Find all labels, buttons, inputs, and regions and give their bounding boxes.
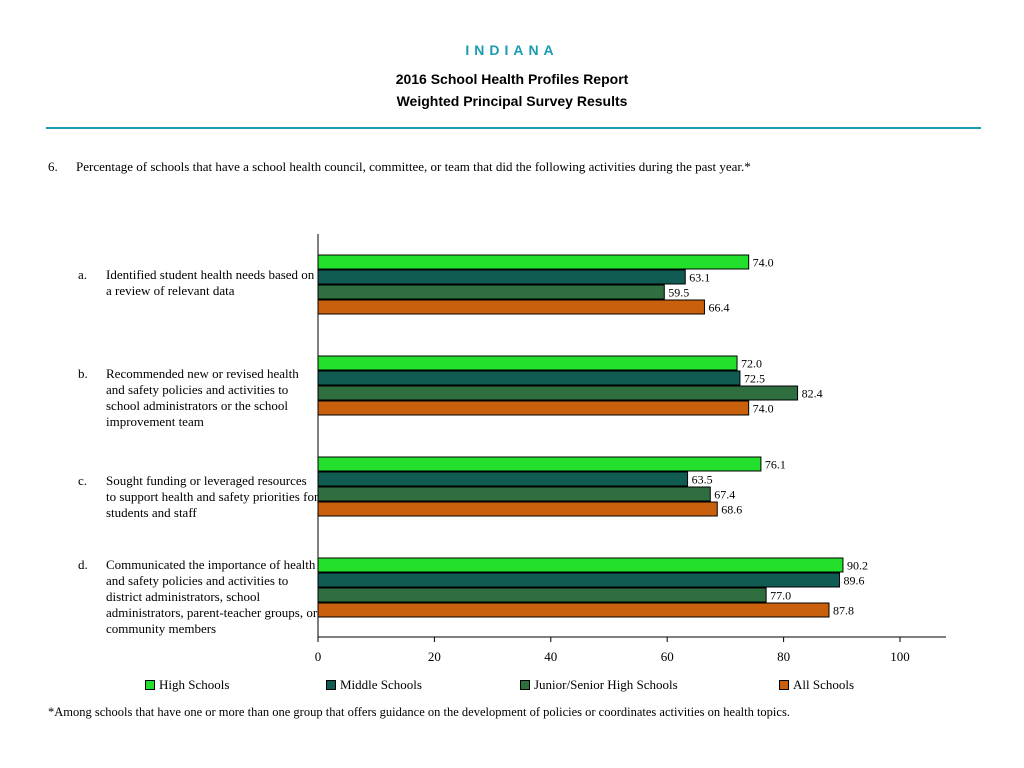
bar — [317, 284, 665, 300]
category-letter: d. — [78, 557, 88, 572]
x-tick-label: 0 — [315, 649, 322, 664]
data-label: 89.6 — [843, 574, 864, 588]
report-title: 2016 School Health Profiles Report — [395, 71, 629, 87]
bar — [317, 269, 686, 285]
data-label: 90.2 — [847, 559, 868, 573]
data-label: 77.0 — [770, 589, 791, 603]
state-name: INDIANA — [465, 42, 559, 58]
bar — [317, 254, 750, 270]
data-label: 59.5 — [668, 286, 689, 300]
data-label: 87.8 — [833, 604, 854, 618]
category-label: Sought funding or leveraged resources to… — [106, 473, 319, 520]
bar — [317, 456, 762, 472]
data-label: 72.5 — [744, 372, 765, 386]
data-label: 72.0 — [741, 357, 762, 371]
data-label: 68.6 — [721, 503, 742, 517]
data-label: 74.0 — [753, 402, 774, 416]
data-label: 74.0 — [753, 256, 774, 270]
legend-swatch — [145, 680, 155, 690]
question-text: Percentage of schools that have a school… — [76, 159, 751, 174]
data-label: 82.4 — [802, 387, 823, 401]
legend-label: Junior/Senior High Schools — [534, 677, 678, 692]
data-label: 66.4 — [708, 301, 729, 315]
data-label: 76.1 — [765, 458, 786, 472]
bar — [317, 602, 830, 618]
legend-swatch — [779, 680, 789, 690]
footnote: *Among schools that have one or more tha… — [48, 705, 790, 719]
bar — [317, 355, 738, 371]
category-label: Identified student health needs based on… — [106, 267, 315, 298]
legend-label: High Schools — [159, 677, 230, 692]
category-letter: a. — [78, 267, 88, 282]
x-tick-label: 40 — [544, 649, 557, 664]
category-label: Recommended new or revised health and sa… — [106, 366, 299, 429]
legend-swatch — [520, 680, 530, 690]
report-subtitle: Weighted Principal Survey Results — [396, 93, 628, 109]
category-letter: c. — [78, 473, 88, 488]
category-letter: b. — [78, 366, 88, 381]
x-tick-label: 80 — [777, 649, 790, 664]
bar — [317, 557, 844, 573]
legend-label: All Schools — [793, 677, 855, 692]
x-tick-label: 60 — [661, 649, 674, 664]
data-label: 67.4 — [714, 488, 735, 502]
bar — [317, 400, 750, 416]
bar — [317, 471, 689, 487]
bar — [317, 501, 718, 517]
bar — [317, 572, 840, 588]
header-divider — [46, 127, 981, 129]
x-tick-label: 20 — [428, 649, 441, 664]
legend-swatch — [326, 680, 336, 690]
question-number: 6. — [48, 159, 58, 174]
category-label: Communicated the importance of health an… — [106, 557, 318, 636]
bar — [317, 587, 767, 603]
x-tick-label: 100 — [890, 649, 910, 664]
bar — [317, 486, 711, 502]
data-label: 63.1 — [689, 271, 710, 285]
data-label: 63.5 — [692, 473, 713, 487]
bar — [317, 385, 799, 401]
bar — [317, 299, 705, 315]
bar — [317, 370, 741, 386]
legend-label: Middle Schools — [340, 677, 422, 692]
